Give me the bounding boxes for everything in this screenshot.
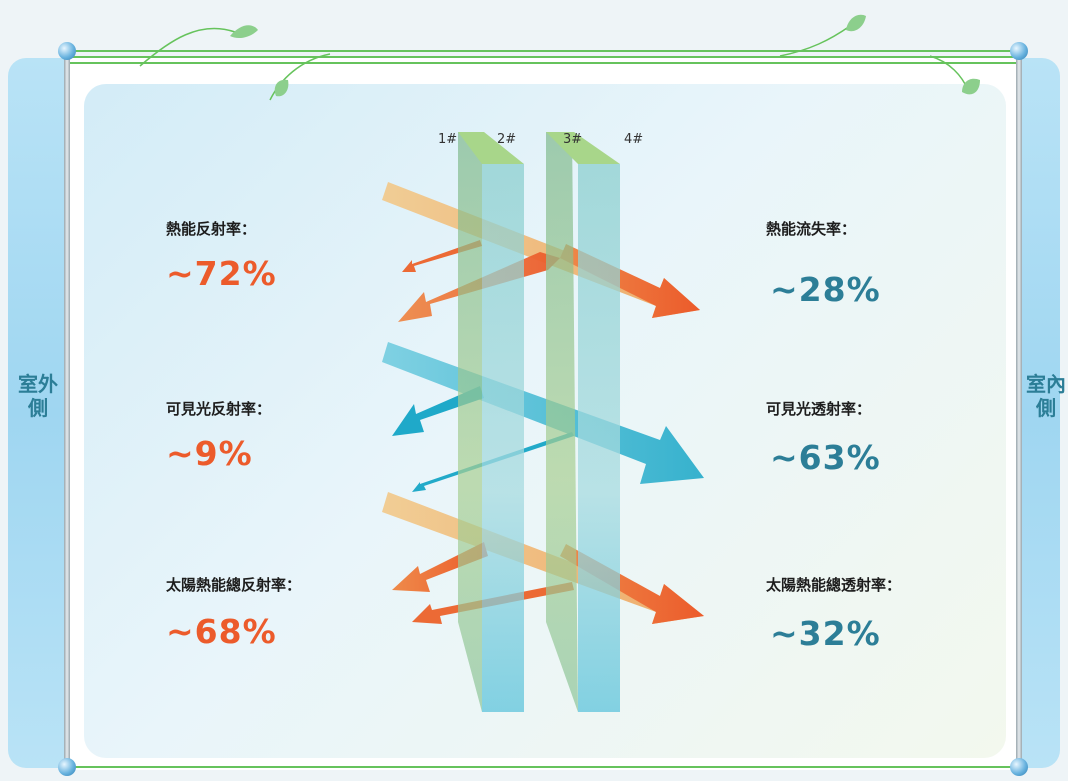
leaf-icon	[274, 79, 289, 97]
outdoor-side-panel	[8, 58, 68, 768]
visible-reflectance-value: ~9%	[166, 434, 253, 473]
leaf-icon	[846, 14, 866, 32]
knob-top-right	[1010, 42, 1028, 60]
knob-top-left	[58, 42, 76, 60]
right-post	[1016, 52, 1022, 768]
outdoor-side-text: 室外側	[18, 372, 58, 420]
indoor-side-label: 室內側	[1026, 372, 1066, 420]
heat-reflectance-label: 熱能反射率：	[166, 220, 257, 238]
indoor-side-text: 室內側	[1026, 372, 1066, 420]
surface-label-2: 2#	[497, 132, 517, 147]
knob-bottom-left	[58, 758, 76, 776]
surface-label-3: 3#	[563, 132, 583, 147]
heat-reflectance-value: ~72%	[166, 254, 277, 293]
top-frame-line	[66, 50, 1020, 52]
outdoor-side-label: 室外側	[18, 372, 58, 420]
glass-pane-1-top	[458, 132, 524, 164]
bottom-frame-line	[66, 766, 1020, 768]
visible-reflectance-label: 可見光反射率：	[166, 400, 272, 418]
glass-pane-2-top	[546, 132, 620, 164]
glass-pane-1-edge	[458, 132, 482, 712]
glass-pane-1	[482, 164, 524, 712]
visible-transmittance-label: 可見光透射率：	[766, 400, 872, 418]
top-frame-line-3	[66, 62, 1020, 64]
solar-reflectance-value: ~68%	[166, 612, 277, 651]
left-post	[64, 52, 70, 768]
solar-transmittance-value: ~32%	[770, 614, 881, 653]
heat-loss-label: 熱能流失率：	[766, 220, 857, 238]
solar-transmittance-label: 太陽熱能總透射率：	[766, 576, 902, 594]
surface-label-1: 1#	[438, 132, 458, 147]
solar-reflectance-label: 太陽熱能總反射率：	[166, 576, 302, 594]
leaf-icon	[962, 78, 980, 95]
glass-pane-2-edge	[546, 132, 578, 712]
surface-label-4: 4#	[624, 132, 644, 147]
knob-bottom-right	[1010, 758, 1028, 776]
heat-loss-value: ~28%	[770, 270, 881, 309]
leaf-icon	[230, 25, 258, 38]
top-frame-line-2	[66, 56, 1020, 58]
visible-transmittance-value: ~63%	[770, 438, 881, 477]
glass-pane-2	[578, 164, 620, 712]
